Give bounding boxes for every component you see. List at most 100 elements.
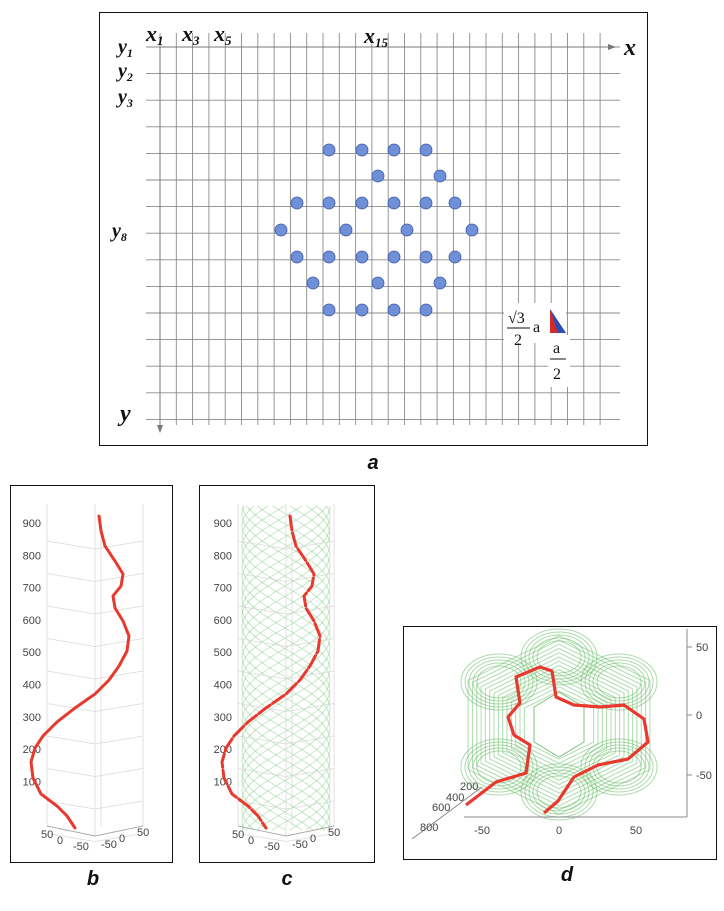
base-tick-label: 0: [119, 833, 125, 845]
lattice-dot: [419, 143, 433, 157]
hexagonal-dot-pattern: [274, 143, 479, 317]
x3-label: x3: [181, 21, 200, 48]
box-grid-line: [237, 573, 287, 582]
box-grid-line: [285, 735, 335, 745]
mesh-strand: [241, 505, 331, 831]
bottom-tick-label: -50: [474, 825, 490, 837]
box-grid-line: [237, 703, 287, 712]
z-tick-label: 500: [214, 647, 232, 659]
lattice-dot: [371, 169, 385, 183]
triangle-blue: [550, 309, 566, 333]
panel-a-frame: x y x1 x3 x5 x15 y1 y2 y3 y8 √3 2 a a 2: [99, 12, 648, 446]
lattice-dot: [339, 223, 353, 237]
caption-b: b: [86, 868, 100, 890]
box-grid-line: [46, 573, 96, 582]
mesh-lobe: [580, 738, 658, 796]
z-tick-label: 900: [23, 518, 41, 530]
box-grid-line: [237, 670, 287, 680]
lattice-dot: [322, 250, 336, 264]
box-grid-line: [94, 800, 144, 810]
base-tick-label: 50: [137, 827, 149, 839]
box-grid-line: [285, 638, 335, 647]
right-tick-label: 50: [696, 642, 708, 654]
mesh-lobe: [472, 662, 526, 702]
lattice-dot: [433, 276, 447, 290]
lattice-dot: [387, 196, 401, 210]
base-tick-label: 50: [41, 829, 53, 841]
bottom-tick-label: 0: [556, 825, 562, 837]
caption-a: a: [367, 452, 379, 474]
mesh-strand: [241, 505, 331, 831]
right-tick-label: -50: [696, 770, 712, 782]
y-axis-arrowhead: [157, 425, 163, 433]
mesh-lobe: [524, 631, 594, 683]
base-axis-ticks: 50 0 -50 -50 0 50: [41, 827, 149, 853]
mesh-hexagon: [476, 643, 642, 807]
box-grid-line: [285, 800, 335, 810]
mesh-hexagon: [493, 660, 625, 790]
z-tick-label: 300: [214, 712, 232, 724]
depth-tick-label: 800: [420, 822, 438, 834]
box-grid-line: [94, 573, 144, 582]
lattice-dot: [322, 303, 336, 317]
box-base: [237, 825, 335, 837]
z-tick-label: 900: [214, 518, 232, 530]
box-grid-line: [285, 670, 335, 680]
box-grid-line: [46, 833, 96, 842]
lattice-dot: [274, 223, 288, 237]
mesh-strand: [241, 505, 331, 831]
mesh-lobe: [464, 741, 534, 793]
base-tick-label: 50: [328, 827, 340, 839]
mesh-lobe: [532, 637, 586, 677]
z-tick-label: 700: [214, 583, 232, 595]
base-tick-label: 0: [248, 835, 254, 847]
box-grid-line: [237, 735, 287, 745]
mesh-lobe: [580, 653, 658, 711]
box-grid-line: [46, 540, 96, 550]
lattice-dot: [355, 196, 369, 210]
box-base: [46, 825, 144, 837]
box-grid-line: [237, 605, 287, 615]
mesh-lobe: [520, 763, 598, 821]
base-axis-ticks: 50 0 -50 -50 0 50: [232, 827, 340, 853]
lattice-dot: [355, 143, 369, 157]
mesh-strand: [241, 505, 331, 831]
mesh-lobe: [476, 665, 522, 699]
box-grid-line: [94, 605, 144, 615]
mesh-strand: [241, 505, 331, 831]
mesh-strand: [241, 505, 331, 831]
box-grid-line: [46, 605, 96, 615]
trajectory-curve: [465, 665, 650, 815]
mesh-lobe: [584, 741, 654, 793]
lattice-dot: [433, 169, 447, 183]
right-tick-label: 0: [696, 710, 702, 722]
helical-mesh: [241, 505, 331, 831]
z-tick-label: 600: [214, 615, 232, 627]
lattice-dot: [387, 303, 401, 317]
mesh-hexagon: [471, 639, 647, 811]
spacing-formula: √3 2 a a 2: [504, 303, 570, 387]
hexagonal-mesh-projection: [460, 628, 658, 821]
mesh-strand: [241, 505, 331, 831]
bottom-tick-label: 50: [630, 825, 642, 837]
mesh-strand: [241, 505, 331, 831]
box-grid-line: [237, 768, 287, 777]
panel-b-frame: 900 800 700 600 500 400 300 200 100 50 0 -50 -50 0 50: [10, 485, 173, 863]
y2-label: y2: [116, 60, 133, 84]
formula-denominator: 2: [514, 332, 522, 349]
z-tick-label: 700: [23, 583, 41, 595]
lattice-dot: [448, 250, 462, 264]
box-grid-line: [237, 638, 287, 647]
z-tick-label: 300: [23, 712, 41, 724]
formula-a: a: [533, 319, 540, 336]
depth-tick-label: 200: [460, 781, 478, 793]
trajectory-curve: [29, 514, 131, 830]
lattice-dot: [387, 143, 401, 157]
box-grid-line: [285, 605, 335, 615]
z-tick-label: 600: [23, 615, 41, 627]
box-grid-line: [94, 670, 144, 680]
x-axis-arrowhead: [608, 44, 616, 50]
mesh-lobe: [464, 656, 534, 708]
